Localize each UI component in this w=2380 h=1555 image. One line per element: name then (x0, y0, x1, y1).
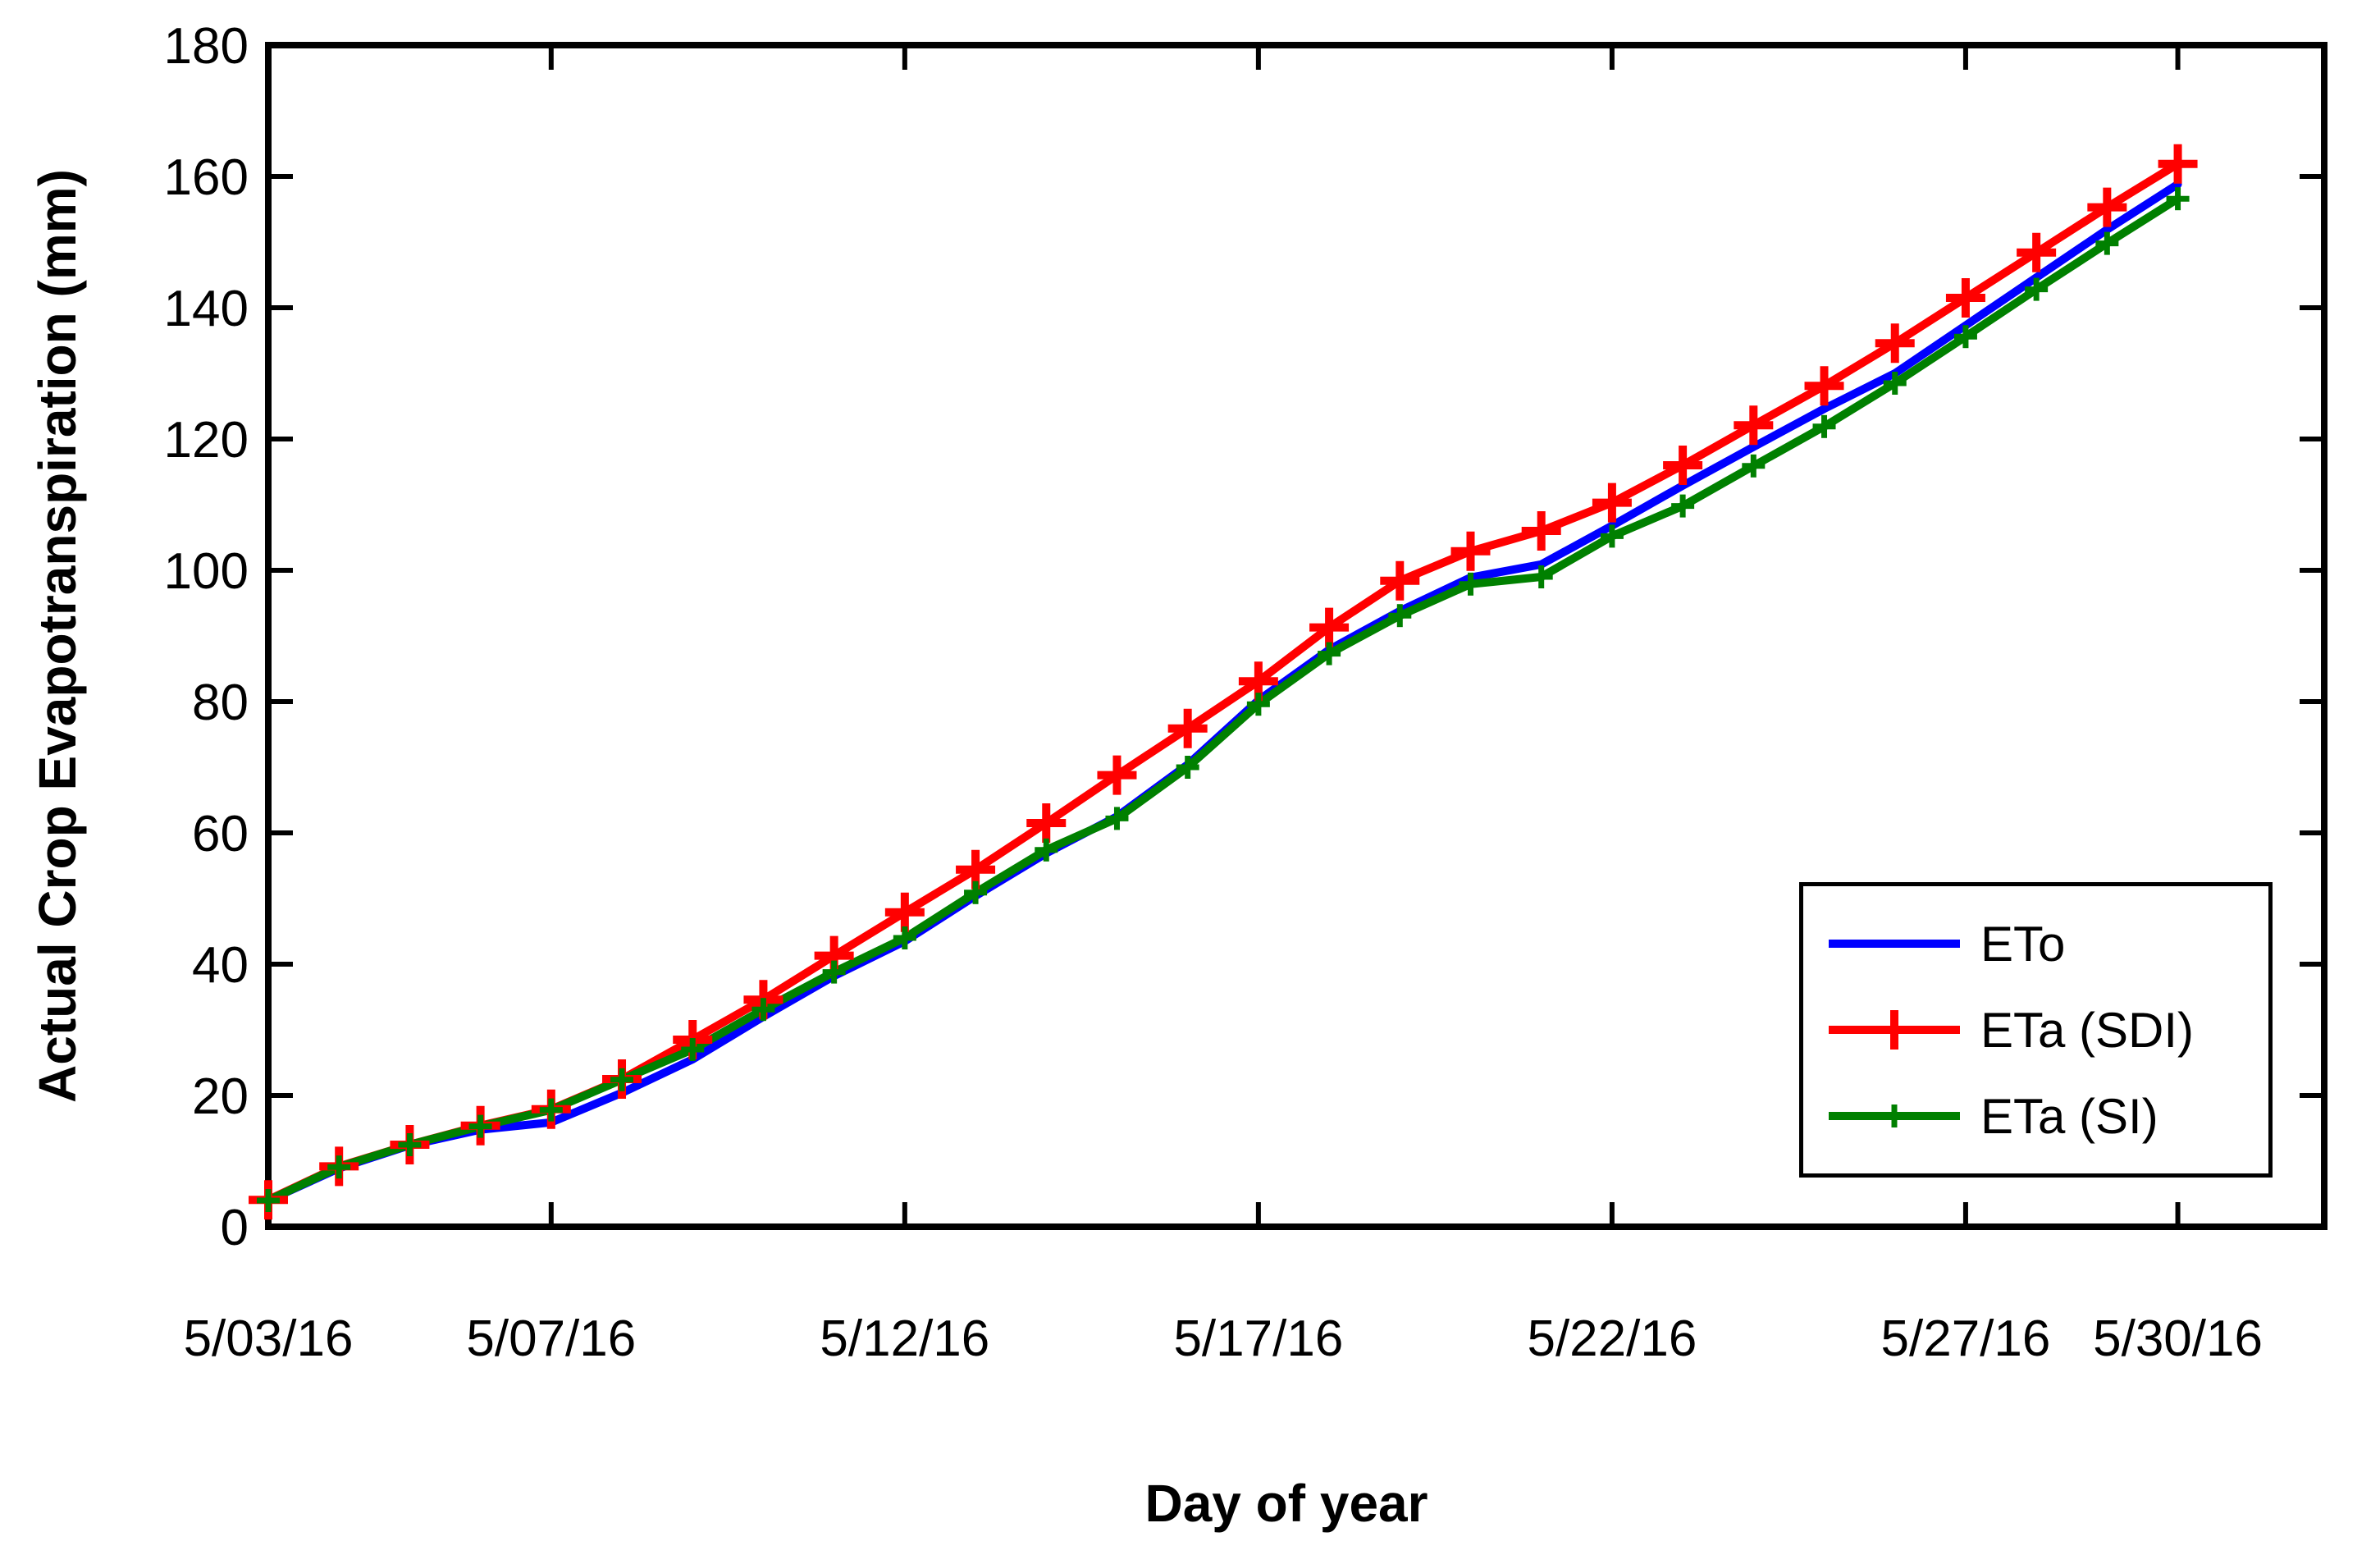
y-tick-label-120: 120 (164, 412, 249, 469)
legend-label-eta-sdi: ETa (SDI) (1980, 1002, 2195, 1058)
y-tick-label-20: 20 (192, 1068, 249, 1125)
legend-item-eto[interactable]: ETo (1825, 915, 2268, 972)
y-tick-label-60: 60 (192, 806, 249, 862)
y-axis-title: Actual Crop Evapotranspiration (mm) (28, 169, 87, 1103)
series-line-2 (264, 194, 2182, 1205)
legend: ETo ETa (SDI) ETa (SI) (1799, 882, 2273, 1178)
y-tick-label-140: 140 (164, 281, 249, 337)
x-tick-label-5/30/16: 5/30/16 (2093, 1310, 2263, 1367)
eta-sdi-line-sample-icon (1829, 1010, 1960, 1050)
y-tick-label-160: 160 (164, 149, 249, 206)
x-axis-title: Day of year (1144, 1474, 1428, 1533)
eto-line-sample-icon (1829, 940, 1960, 948)
y-tick-label-100: 100 (164, 543, 249, 600)
x-tick-label-5/12/16: 5/12/16 (820, 1310, 989, 1367)
legend-label-eta-si: ETa (SI) (1980, 1088, 2158, 1144)
legend-item-eta-sdi[interactable]: ETa (SDI) (1825, 1001, 2268, 1059)
x-tick-label-5/03/16: 5/03/16 (184, 1310, 354, 1367)
x-tick-label-5/22/16: 5/22/16 (1527, 1310, 1697, 1367)
y-tick-label-80: 80 (192, 675, 249, 731)
series-markers-2 (257, 187, 2190, 1212)
x-tick-label-5/17/16: 5/17/16 (1173, 1310, 1343, 1367)
y-tick-label-0: 0 (221, 1200, 249, 1256)
y-tick-label-180: 180 (164, 18, 249, 75)
legend-label-eto: ETo (1980, 916, 2066, 972)
x-tick-label-5/07/16: 5/07/16 (466, 1310, 636, 1367)
y-tick-label-40: 40 (192, 937, 249, 994)
legend-item-eta-si[interactable]: ETa (SI) (1825, 1087, 2268, 1145)
plot-box (265, 42, 2327, 1230)
eta-si-line-sample-icon (1829, 1105, 1960, 1127)
x-tick-label-5/27/16: 5/27/16 (1881, 1310, 2051, 1367)
